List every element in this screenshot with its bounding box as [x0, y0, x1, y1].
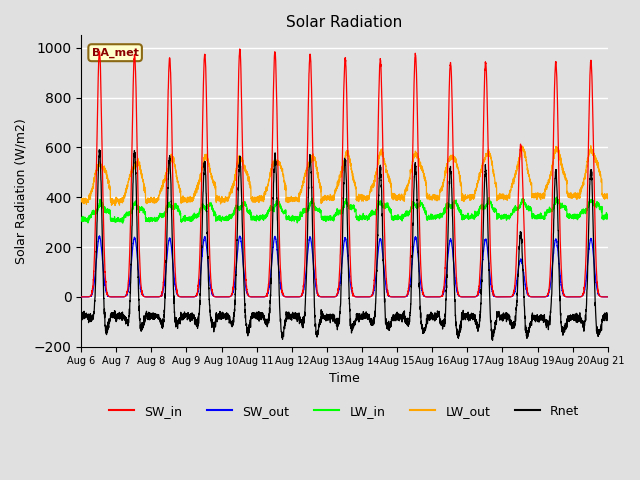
Text: BA_met: BA_met	[92, 48, 138, 58]
X-axis label: Time: Time	[329, 372, 360, 385]
Legend: SW_in, SW_out, LW_in, LW_out, Rnet: SW_in, SW_out, LW_in, LW_out, Rnet	[104, 400, 584, 423]
Y-axis label: Solar Radiation (W/m2): Solar Radiation (W/m2)	[15, 118, 28, 264]
Title: Solar Radiation: Solar Radiation	[286, 15, 403, 30]
